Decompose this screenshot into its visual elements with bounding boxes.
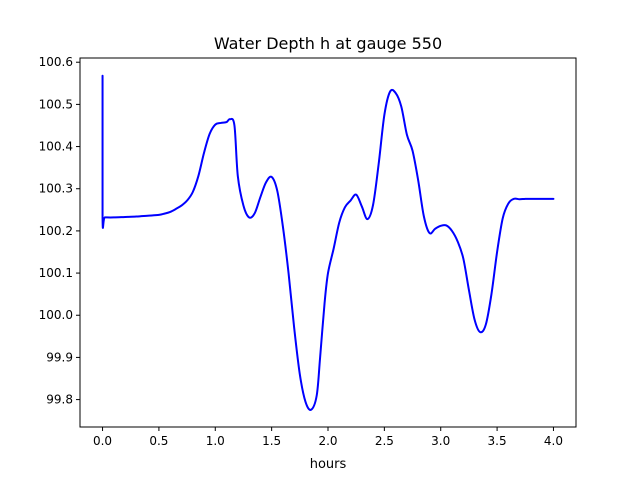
y-tick-label: 100.1 <box>39 266 73 280</box>
y-tick-label: 100.6 <box>39 55 73 69</box>
x-tick-label: 4.0 <box>544 434 563 448</box>
x-tick-label: 3.0 <box>431 434 450 448</box>
x-tick-label: 1.0 <box>206 434 225 448</box>
y-tick-label: 100.2 <box>39 224 73 238</box>
y-tick-label: 99.8 <box>46 393 73 407</box>
x-tick-label: 2.0 <box>318 434 337 448</box>
chart-title: Water Depth h at gauge 550 <box>214 34 442 53</box>
y-tick-label: 100.3 <box>39 182 73 196</box>
y-axis-ticks: 99.8 99.9 100.0 100.1 100.2 100.3 100.4 100.5 10… <box>39 55 80 407</box>
plot-area <box>80 58 576 427</box>
x-tick-label: 0.5 <box>149 434 168 448</box>
y-tick-label: 99.9 <box>46 350 73 364</box>
x-axis-label: hours <box>310 457 347 472</box>
series-layer <box>101 74 555 411</box>
x-tick-label: 2.5 <box>375 434 394 448</box>
x-tick-label: 0.0 <box>93 434 112 448</box>
y-tick-label: 100.0 <box>39 308 73 322</box>
x-tick-label: 3.5 <box>488 434 507 448</box>
series-line <box>101 74 555 411</box>
plot-frame <box>79 57 577 428</box>
x-axis-ticks: 0.0 0.5 1.0 1.5 2.0 2.5 3.0 3.5 4.0 <box>93 427 563 448</box>
y-tick-label: 100.4 <box>39 140 73 154</box>
x-tick-label: 1.5 <box>262 434 281 448</box>
y-tick-label: 100.5 <box>39 97 73 111</box>
